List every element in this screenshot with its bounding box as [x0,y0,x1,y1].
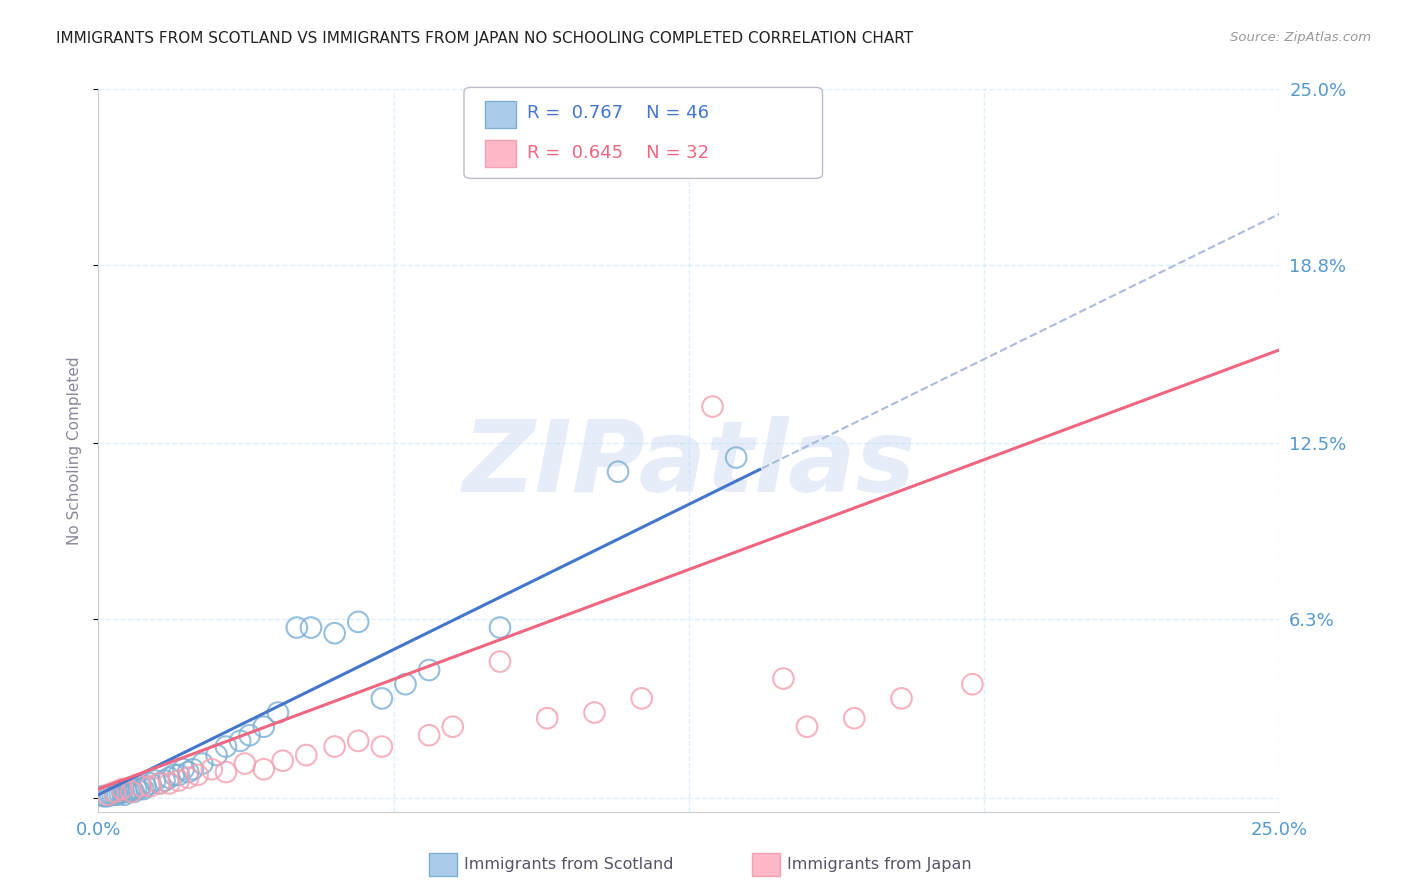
Point [229,734,252,748]
Point [962,677,984,691]
Point [177,771,200,785]
Point [135,779,157,793]
Point [91,789,114,804]
Point [844,711,866,725]
Point [153,773,176,788]
Point [121,782,143,797]
Point [143,773,166,788]
Point [191,756,214,771]
Point [129,779,152,793]
Point [94,789,117,804]
Point [347,734,370,748]
Point [299,621,322,635]
Point [215,765,238,780]
Point [163,768,186,782]
Point [233,756,256,771]
Point [111,785,134,799]
Point [201,762,224,776]
Point [347,615,370,629]
Point [139,776,162,790]
Point [118,785,141,799]
Point [394,677,416,691]
Point [702,400,724,414]
Point [253,762,276,776]
Point [181,762,204,776]
Point [725,450,748,465]
Point [157,771,180,785]
Point [796,720,818,734]
Point [149,776,172,790]
Point [108,786,131,800]
Point [253,720,276,734]
Point [177,765,200,780]
Point [187,768,209,782]
Point [536,711,558,725]
Point [215,739,238,754]
Point [105,788,128,802]
Text: Immigrants from Japan: Immigrants from Japan [787,857,972,871]
Point [139,779,162,793]
Text: IMMIGRANTS FROM SCOTLAND VS IMMIGRANTS FROM JAPAN NO SCHOOLING COMPLETED CORRELA: IMMIGRANTS FROM SCOTLAND VS IMMIGRANTS F… [56,31,914,46]
Point [630,691,652,706]
Point [172,762,194,776]
Point [441,720,464,734]
Point [205,747,228,762]
Point [267,706,290,720]
Point [890,691,912,706]
Point [418,728,440,742]
Point [128,782,150,797]
Text: Immigrants from Scotland: Immigrants from Scotland [464,857,673,871]
Point [489,655,512,669]
Point [121,785,143,799]
Point [607,465,630,479]
Point [489,621,512,635]
Point [129,779,152,793]
Point [111,782,134,797]
Point [104,788,127,802]
Point [371,691,394,706]
Point [157,776,180,790]
Point [239,728,262,742]
Y-axis label: No Schooling Completed: No Schooling Completed [66,356,82,545]
Point [167,768,190,782]
Point [97,789,120,804]
Text: Source: ZipAtlas.com: Source: ZipAtlas.com [1230,31,1371,45]
Point [371,739,394,754]
Point [125,782,148,797]
Point [122,785,145,799]
Point [149,776,172,790]
Point [97,788,120,802]
Point [104,785,127,799]
Point [323,739,346,754]
Point [98,788,121,802]
Point [583,706,606,720]
Point [323,626,346,640]
Point [132,782,155,797]
Point [772,672,794,686]
Text: R =  0.767    N = 46: R = 0.767 N = 46 [527,104,709,122]
Point [295,747,318,762]
Point [101,788,124,802]
Point [167,773,190,788]
Text: ZIPatlas: ZIPatlas [463,417,915,514]
Text: R =  0.645    N = 32: R = 0.645 N = 32 [527,144,710,161]
Point [271,754,294,768]
Point [115,785,138,799]
Point [418,663,440,677]
Point [112,788,135,802]
Point [285,621,308,635]
